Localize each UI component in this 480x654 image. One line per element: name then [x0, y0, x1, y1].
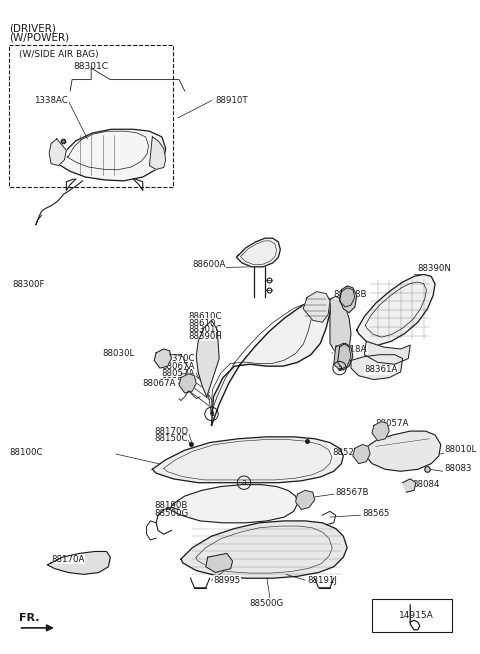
- Text: 88500G: 88500G: [250, 598, 284, 608]
- Polygon shape: [339, 286, 357, 313]
- Polygon shape: [149, 137, 166, 169]
- Text: 88067A: 88067A: [162, 362, 195, 371]
- Text: (W/POWER): (W/POWER): [9, 33, 69, 43]
- Text: 88170A: 88170A: [51, 555, 84, 564]
- Polygon shape: [296, 490, 315, 509]
- Polygon shape: [337, 343, 353, 370]
- Polygon shape: [57, 129, 166, 181]
- Text: 88565: 88565: [362, 509, 390, 518]
- Polygon shape: [169, 485, 298, 523]
- Polygon shape: [212, 296, 330, 425]
- Polygon shape: [364, 341, 410, 364]
- Text: 88361A: 88361A: [364, 366, 398, 375]
- Text: a: a: [337, 364, 342, 373]
- Polygon shape: [47, 551, 110, 574]
- Text: 88995: 88995: [214, 576, 240, 585]
- Text: 88521A: 88521A: [332, 447, 365, 456]
- Text: 88170D: 88170D: [154, 426, 188, 436]
- Text: 88083: 88083: [444, 464, 472, 473]
- Text: 1338AC: 1338AC: [35, 96, 68, 105]
- Polygon shape: [236, 238, 280, 267]
- Polygon shape: [351, 354, 403, 379]
- Text: 88910T: 88910T: [216, 96, 248, 105]
- Text: 88057A: 88057A: [376, 419, 409, 428]
- Text: 88100C: 88100C: [9, 447, 43, 456]
- Polygon shape: [357, 275, 435, 345]
- Text: (DRIVER): (DRIVER): [9, 23, 56, 33]
- Polygon shape: [353, 445, 370, 464]
- Text: FR.: FR.: [19, 613, 39, 623]
- Polygon shape: [403, 479, 416, 492]
- Text: 88067A: 88067A: [143, 379, 176, 388]
- Bar: [372, 599, 452, 632]
- Text: (W/SIDE AIR BAG): (W/SIDE AIR BAG): [19, 50, 98, 60]
- Text: 88600A: 88600A: [192, 260, 226, 269]
- Text: 14915A: 14915A: [399, 611, 433, 620]
- Text: 88350C: 88350C: [162, 377, 195, 386]
- Text: 88567B: 88567B: [336, 488, 369, 497]
- Text: 88390H: 88390H: [189, 332, 223, 341]
- Polygon shape: [303, 292, 330, 322]
- Text: 88150C: 88150C: [154, 434, 188, 443]
- Polygon shape: [152, 437, 343, 483]
- Polygon shape: [364, 431, 441, 472]
- Polygon shape: [372, 422, 389, 441]
- Text: 88390N: 88390N: [418, 264, 452, 273]
- Text: 88610: 88610: [189, 318, 216, 328]
- Text: 88057A: 88057A: [162, 370, 195, 378]
- Polygon shape: [154, 349, 171, 368]
- Text: 88191J: 88191J: [307, 576, 337, 585]
- Polygon shape: [181, 521, 347, 578]
- Text: 88030L: 88030L: [103, 349, 135, 358]
- Text: a: a: [209, 409, 214, 419]
- Text: 88301C: 88301C: [73, 61, 108, 71]
- Polygon shape: [49, 139, 66, 165]
- Text: 88358B: 88358B: [334, 290, 367, 299]
- Polygon shape: [339, 288, 355, 307]
- Polygon shape: [206, 553, 232, 572]
- Text: 88300F: 88300F: [13, 279, 45, 288]
- Text: 88318A: 88318A: [334, 345, 367, 354]
- Text: 88610C: 88610C: [189, 312, 222, 321]
- Text: 88301C: 88301C: [189, 326, 222, 334]
- Polygon shape: [334, 343, 351, 370]
- Bar: [9, 45, 173, 186]
- Polygon shape: [196, 320, 219, 397]
- Text: 88084: 88084: [412, 480, 440, 489]
- Text: 88190B: 88190B: [154, 501, 188, 510]
- Text: 88010L: 88010L: [444, 445, 477, 454]
- Text: a: a: [241, 478, 246, 487]
- Text: a: a: [383, 611, 388, 620]
- Text: 88500G: 88500G: [154, 509, 189, 518]
- Polygon shape: [330, 296, 351, 356]
- Polygon shape: [179, 374, 196, 393]
- Text: 88370C: 88370C: [162, 354, 195, 363]
